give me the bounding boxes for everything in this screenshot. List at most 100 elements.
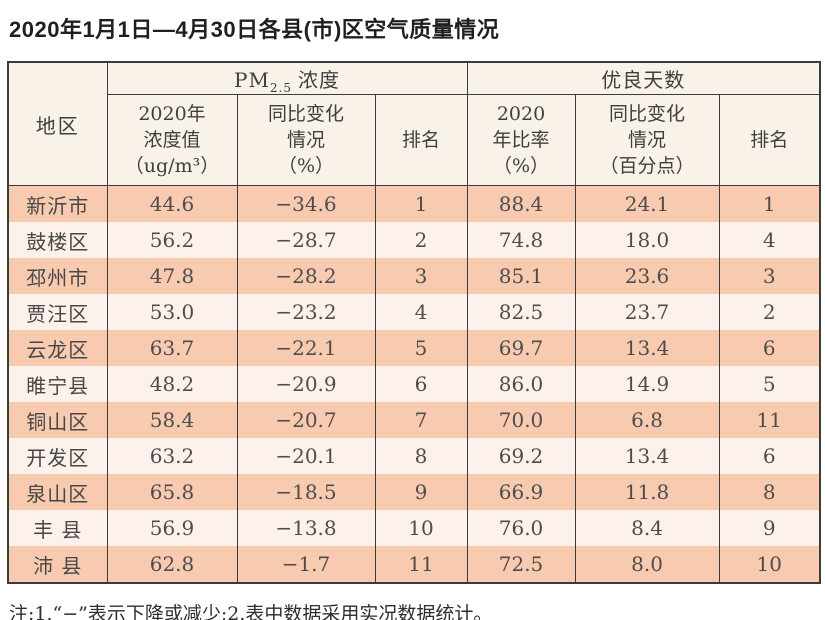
good-ratio-cell: 70.0 xyxy=(466,402,576,438)
pm-rank-cell: 3 xyxy=(374,258,468,294)
table-row: 鼓楼区 56.2 −28.7 2 74.8 18.0 4 xyxy=(7,222,821,258)
region-cell: 鼓楼区 xyxy=(7,222,108,258)
pm-change-header: 同比变化 情况 （%） xyxy=(236,94,376,186)
region-cell: 铜山区 xyxy=(7,402,108,438)
pm-change-cell: −28.7 xyxy=(236,222,376,258)
table-row: 贾汪区 53.0 −23.2 4 82.5 23.7 2 xyxy=(7,294,821,330)
table-header: 地区 PM2.5 浓度 优良天数 2020年 浓度值 （ug/m³） 同比变化 情… xyxy=(7,61,821,186)
good-change-cell: 13.4 xyxy=(574,330,720,366)
pm-rank-cell: 5 xyxy=(374,330,468,366)
page-title: 2020年1月1日—4月30日各县(市)区空气质量情况 xyxy=(9,17,500,42)
table-row: 新沂市 44.6 −34.6 1 88.4 24.1 1 xyxy=(7,185,821,222)
region-cell: 云龙区 xyxy=(7,330,108,366)
good-rank-cell: 10 xyxy=(718,546,821,583)
pm-change-cell: −20.9 xyxy=(236,366,376,402)
good-ratio-cell: 88.4 xyxy=(466,185,576,222)
good-change-cell: 13.4 xyxy=(574,438,720,474)
good-rank-cell: 1 xyxy=(718,185,821,222)
table-body: 新沂市 44.6 −34.6 1 88.4 24.1 1 鼓楼区 56.2 −2… xyxy=(7,185,821,583)
footnote: 注:1.“−”表示下降或减少;2.表中数据采用实况数据统计。 xyxy=(9,603,493,620)
good-ratio-cell: 69.7 xyxy=(466,330,576,366)
good-rank-header: 排名 xyxy=(718,94,821,186)
pm-change-cell: −20.1 xyxy=(236,438,376,474)
good-rank-cell: 11 xyxy=(718,402,821,438)
pm-rank-cell: 10 xyxy=(374,510,468,546)
good-change-cell: 23.6 xyxy=(574,258,720,294)
pm25-group-header: PM2.5 浓度 xyxy=(106,61,468,95)
pm-change-cell: −34.6 xyxy=(236,185,376,222)
sub-header-row: 2020年 浓度值 （ug/m³） 同比变化 情况 （%） 排名 2020 年比… xyxy=(8,94,821,186)
good-change-cell: 6.8 xyxy=(574,402,720,438)
good-ratio-cell: 74.8 xyxy=(466,222,576,258)
region-cell: 泉山区 xyxy=(7,474,108,510)
pm-value-cell: 58.4 xyxy=(106,402,238,438)
pm-change-cell: −1.7 xyxy=(236,546,376,583)
pm-rank-cell: 6 xyxy=(374,366,468,402)
good-ratio-cell: 85.1 xyxy=(466,258,576,294)
group-header-row: 地区 PM2.5 浓度 优良天数 xyxy=(7,61,821,186)
good-rank-cell: 8 xyxy=(718,474,821,510)
region-cell: 睢宁县 xyxy=(7,366,108,402)
pm-value-cell: 62.8 xyxy=(106,546,238,583)
pm-value-cell: 56.9 xyxy=(106,510,238,546)
good-ratio-cell: 72.5 xyxy=(466,546,576,583)
table-row: 开发区 63.2 −20.1 8 69.2 13.4 6 xyxy=(7,438,821,474)
good-rank-cell: 5 xyxy=(718,366,821,402)
pm-value-cell: 65.8 xyxy=(106,474,238,510)
region-cell: 新沂市 xyxy=(7,185,108,222)
table-row: 沛 县 62.8 −1.7 11 72.5 8.0 10 xyxy=(7,546,821,583)
table-row: 睢宁县 48.2 −20.9 6 86.0 14.9 5 xyxy=(7,366,821,402)
region-cell: 丰 县 xyxy=(7,510,108,546)
pm-rank-cell: 1 xyxy=(374,185,468,222)
pm-rank-cell: 9 xyxy=(374,474,468,510)
pm-rank-cell: 4 xyxy=(374,294,468,330)
good-rank-cell: 6 xyxy=(718,438,821,474)
air-quality-table: 地区 PM2.5 浓度 优良天数 2020年 浓度值 （ug/m³） 同比变化 情… xyxy=(7,61,822,584)
pm-change-cell: −23.2 xyxy=(236,294,376,330)
pm-rank-cell: 7 xyxy=(374,402,468,438)
pm-value-cell: 53.0 xyxy=(106,294,238,330)
pm25-label: PM2.5 浓度 xyxy=(233,68,341,95)
good-change-cell: 11.8 xyxy=(574,474,720,510)
pm-change-cell: −18.5 xyxy=(236,474,376,510)
pm-value-cell: 44.6 xyxy=(106,185,238,222)
pm-change-cell: −22.1 xyxy=(236,330,376,366)
good-rank-cell: 2 xyxy=(718,294,821,330)
pm-value-header: 2020年 浓度值 （ug/m³） xyxy=(106,94,238,186)
good-rank-cell: 9 xyxy=(718,510,821,546)
pm-change-cell: −13.8 xyxy=(236,510,376,546)
pm-value-cell: 48.2 xyxy=(106,366,238,402)
pm-rank-cell: 2 xyxy=(374,222,468,258)
table-row: 云龙区 63.7 −22.1 5 69.7 13.4 6 xyxy=(7,330,821,366)
good-change-cell: 23.7 xyxy=(574,294,720,330)
table-row: 邳州市 47.8 −28.2 3 85.1 23.6 3 xyxy=(7,258,821,294)
pm-value-cell: 47.8 xyxy=(106,258,238,294)
pm-value-cell: 63.2 xyxy=(106,438,238,474)
pm-rank-cell: 8 xyxy=(374,438,468,474)
pm-rank-cell: 11 xyxy=(374,546,468,583)
pm-value-cell: 63.7 xyxy=(106,330,238,366)
good-ratio-cell: 66.9 xyxy=(466,474,576,510)
region-cell: 沛 县 xyxy=(7,546,108,583)
good-days-group-header: 优良天数 xyxy=(466,61,821,95)
good-ratio-header: 2020 年比率 （%） xyxy=(466,94,576,186)
table-row: 泉山区 65.8 −18.5 9 66.9 11.8 8 xyxy=(7,474,821,510)
region-cell: 邳州市 xyxy=(7,258,108,294)
good-change-cell: 8.0 xyxy=(574,546,720,583)
good-rank-cell: 6 xyxy=(718,330,821,366)
pm-value-cell: 56.2 xyxy=(106,222,238,258)
region-cell: 贾汪区 xyxy=(7,294,108,330)
good-ratio-cell: 86.0 xyxy=(466,366,576,402)
good-change-cell: 24.1 xyxy=(574,185,720,222)
good-ratio-cell: 76.0 xyxy=(466,510,576,546)
table-row: 丰 县 56.9 −13.8 10 76.0 8.4 9 xyxy=(7,510,821,546)
table-row: 铜山区 58.4 −20.7 7 70.0 6.8 11 xyxy=(7,402,821,438)
good-ratio-cell: 69.2 xyxy=(466,438,576,474)
good-change-cell: 8.4 xyxy=(574,510,720,546)
good-change-header: 同比变化 情况 （百分点） xyxy=(574,94,720,186)
region-column-header: 地区 xyxy=(7,61,108,186)
good-rank-cell: 3 xyxy=(718,258,821,294)
good-ratio-cell: 82.5 xyxy=(466,294,576,330)
good-change-cell: 18.0 xyxy=(574,222,720,258)
